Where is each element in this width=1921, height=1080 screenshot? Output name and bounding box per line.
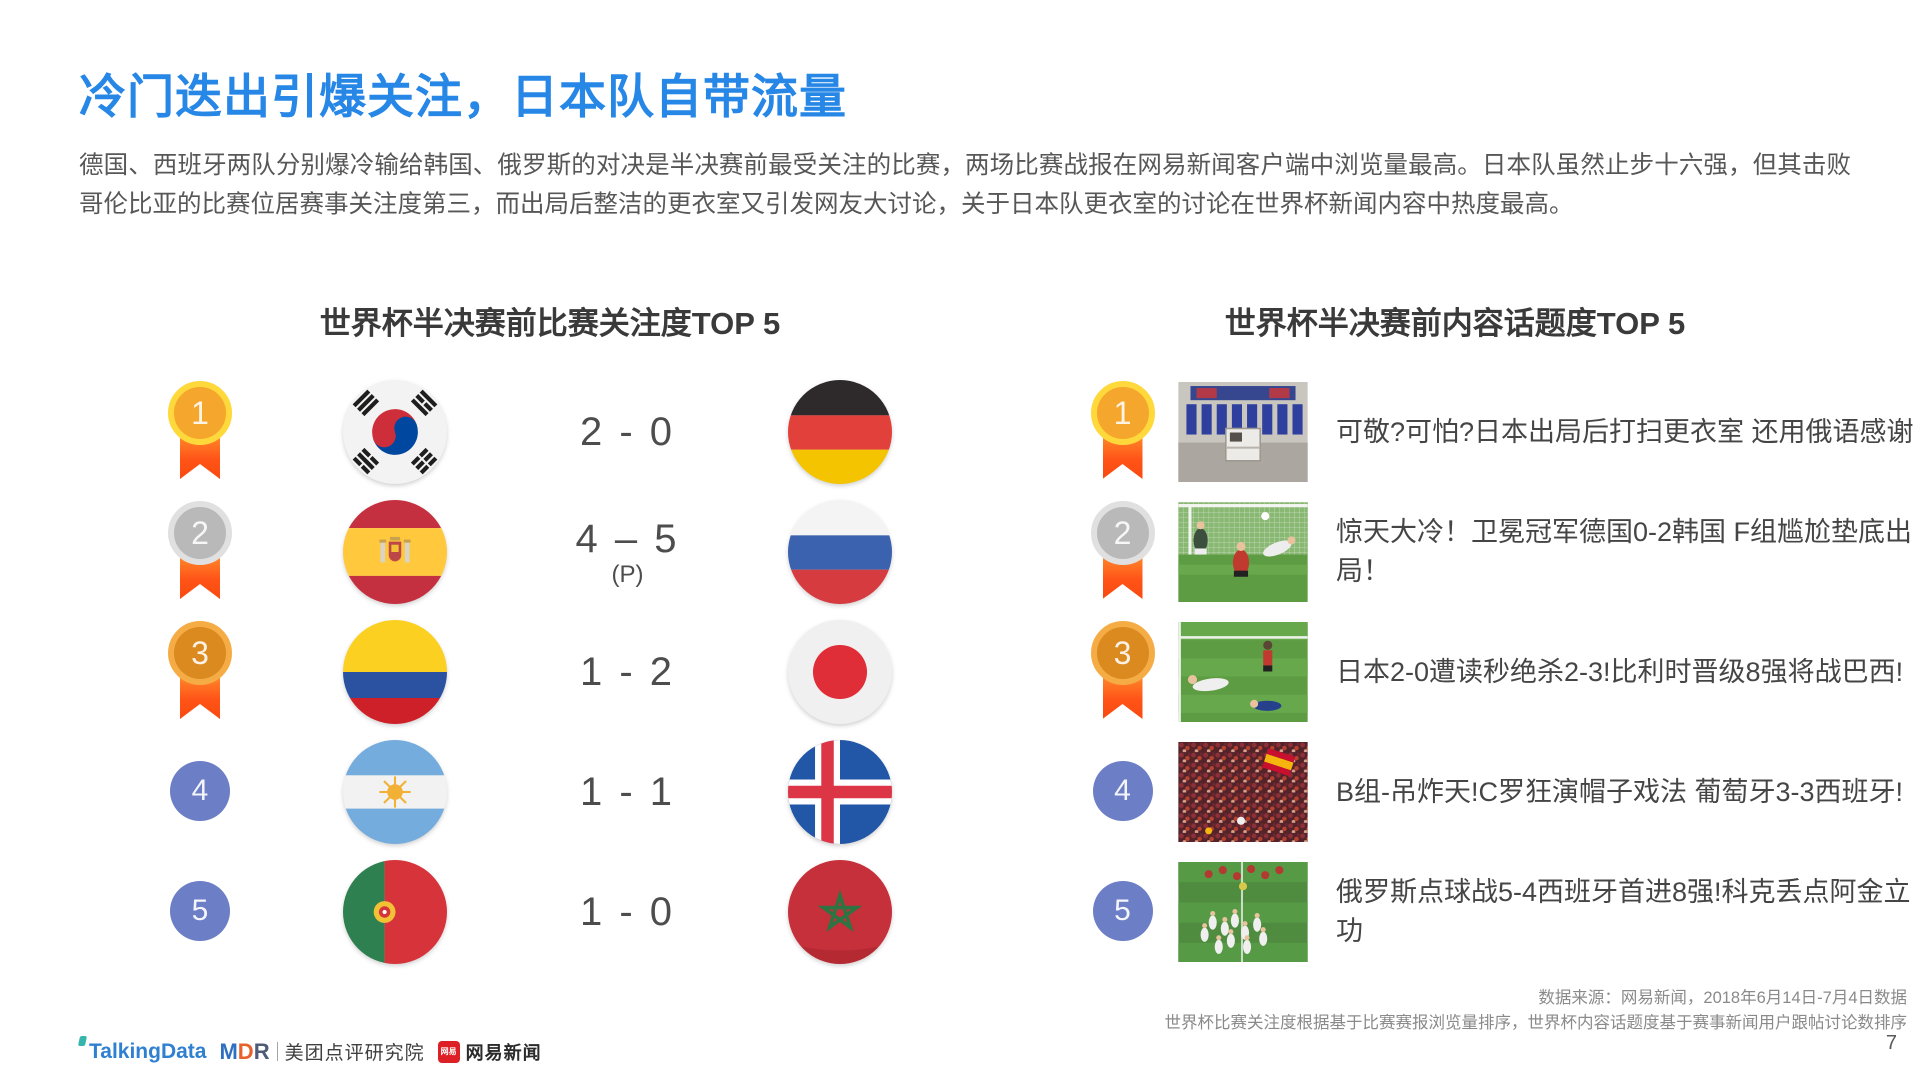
rank-5-circle-icon: 5 <box>1088 881 1158 943</box>
data-source-note: 数据来源：网易新闻，2018年6月14日-7月4日数据 世界杯比赛关注度根据基于… <box>1165 986 1908 1036</box>
topic-ranking-title: 世界杯半决赛前内容话题度TOP 5 <box>1224 306 1686 341</box>
flag-germany-icon <box>788 380 892 484</box>
news-headline: 可敬?可怕?日本出局后打扫更衣室 还用俄语感谢 <box>1336 416 1914 447</box>
topic-row-2: 2 惊天大冷！卫冕冠军德国0-2韩国 F组尴尬垫底出局！ <box>1080 492 1915 612</box>
locker-room-photo <box>1177 382 1308 482</box>
news-headline: 惊天大冷！卫冕冠军德国0-2韩国 F组尴尬垫底出局！ <box>1336 517 1913 586</box>
talkingdata-logo: TalkingData <box>77 1035 207 1064</box>
topic-row-3: 3 日本2-0遭读秒绝杀2-3!比利时晋级8强将战巴西! <box>1080 612 1915 732</box>
netease-news-text: 网易新闻 <box>465 1042 542 1063</box>
fans-crowd-photo <box>1177 742 1308 842</box>
pitch-players-photo <box>1177 622 1308 722</box>
silver-medal-icon: 2 <box>165 501 235 603</box>
silver-medal-icon: 2 <box>1088 501 1158 603</box>
data-source-line2: 世界杯比赛关注度根据基于比赛赛报浏览量排序，世界杯内容话题度基于赛事新闻用户跟帖… <box>1164 1014 1908 1032</box>
celebration-photo <box>1177 862 1308 962</box>
talkingdata-logo-text: TalkingData <box>89 1039 207 1063</box>
talkingdata-mark-icon <box>77 1035 88 1046</box>
logo-divider <box>276 1042 278 1061</box>
match-row-5: 5 1 - 0 <box>130 852 955 972</box>
match-score: 2 - 0 <box>579 409 676 454</box>
bronze-medal-icon: 3 <box>165 621 235 723</box>
match-score: 1 - 2 <box>579 649 676 694</box>
intro-paragraph: 德国、西班牙两队分别爆冷输给韩国、俄罗斯的对决是半决赛前最受关注的比赛，两场比赛… <box>79 152 1851 218</box>
rank-4-circle-icon: 4 <box>1088 761 1158 823</box>
page-title: 冷门迭出引爆关注，日本队自带流量 <box>79 70 847 123</box>
match-row-4: 4 1 - 1 <box>130 732 955 852</box>
flag-portugal-icon <box>343 860 447 964</box>
match-score: 1 - 0 <box>579 889 676 934</box>
mdr-letter-m: M <box>219 1038 238 1064</box>
rank-number: 3 <box>168 621 232 685</box>
gold-medal-icon: 1 <box>1088 381 1158 483</box>
rank-5-circle-icon: 5 <box>165 881 235 943</box>
match-score: 4 – 5 <box>575 516 680 561</box>
flag-south-korea-icon <box>343 380 447 484</box>
rank-number: 2 <box>1090 501 1155 565</box>
meituan-institute-text: 美团点评研究院 <box>284 1043 425 1064</box>
flag-argentina-icon <box>343 740 447 844</box>
rank-number: 5 <box>170 881 230 941</box>
score-box: 1 - 1 <box>580 770 675 815</box>
rank-number: 3 <box>1090 621 1155 685</box>
gold-medal-icon: 1 <box>165 381 235 483</box>
rank-number: 5 <box>1092 881 1153 941</box>
page-number: 7 <box>1885 1032 1897 1054</box>
rank-number: 4 <box>170 761 230 821</box>
rank-number: 1 <box>1090 381 1155 445</box>
topic-ranking-list: 1 可敬?可怕?日本出局后打扫更衣室 还用俄语感谢 2 <box>1080 372 1915 972</box>
netease-news-logo: 网易 网易新闻 <box>437 1039 542 1065</box>
mdr-meituan-logo: M D R 美团点评研究院 <box>219 1038 424 1065</box>
news-headline: 日本2-0遭读秒绝杀2-3!比利时晋级8强将战巴西! <box>1336 656 1904 687</box>
topic-row-4: 4 B组-吊炸天!C罗狂演帽子戏法 葡萄牙3-3西班牙! <box>1080 732 1915 852</box>
goal-scene-photo <box>1177 502 1308 602</box>
match-ranking-list: 1 2 - 0 <box>130 372 955 972</box>
footer-logos: TalkingData M D R 美团点评研究院 网易 网易新闻 <box>77 1035 542 1065</box>
match-score: 1 - 1 <box>579 769 676 814</box>
flag-colombia-icon <box>343 620 447 724</box>
flag-morocco-icon <box>788 860 892 964</box>
score-note: (P) <box>611 560 644 588</box>
match-row-3: 3 1 - 2 <box>130 612 955 732</box>
score-box: 4 – 5 (P) <box>576 517 680 588</box>
rank-4-circle-icon: 4 <box>165 761 235 823</box>
rank-number: 1 <box>168 381 232 445</box>
news-headline: B组-吊炸天!C罗狂演帽子戏法 葡萄牙3-3西班牙! <box>1336 776 1904 807</box>
mdr-letter-r: R <box>253 1038 270 1064</box>
data-source-line1: 数据来源：网易新闻，2018年6月14日-7月4日数据 <box>1538 989 1907 1007</box>
match-row-2: 2 4 – 5 (P) <box>130 492 955 612</box>
rank-number: 2 <box>168 501 232 565</box>
score-box: 1 - 2 <box>580 650 675 695</box>
netease-badge-icon: 网易 <box>437 1040 460 1063</box>
flag-japan-icon <box>788 620 892 724</box>
topic-row-5: 5 俄罗斯点球战5-4西班牙首进8强!科克丢点阿金立功 <box>1080 852 1915 972</box>
bronze-medal-icon: 3 <box>1088 621 1158 723</box>
flag-spain-icon <box>343 500 447 604</box>
score-box: 1 - 0 <box>580 890 675 935</box>
flag-iceland-icon <box>788 740 892 844</box>
mdr-letter-d: D <box>237 1038 254 1064</box>
rank-number: 4 <box>1092 761 1153 821</box>
match-ranking-title: 世界杯半决赛前比赛关注度TOP 5 <box>319 306 781 341</box>
match-row-1: 1 2 - 0 <box>130 372 955 492</box>
news-headline: 俄罗斯点球战5-4西班牙首进8强!科克丢点阿金立功 <box>1336 877 1911 946</box>
flag-russia-icon <box>788 500 892 604</box>
score-box: 2 - 0 <box>580 410 675 455</box>
topic-row-1: 1 可敬?可怕?日本出局后打扫更衣室 还用俄语感谢 <box>1080 372 1915 492</box>
